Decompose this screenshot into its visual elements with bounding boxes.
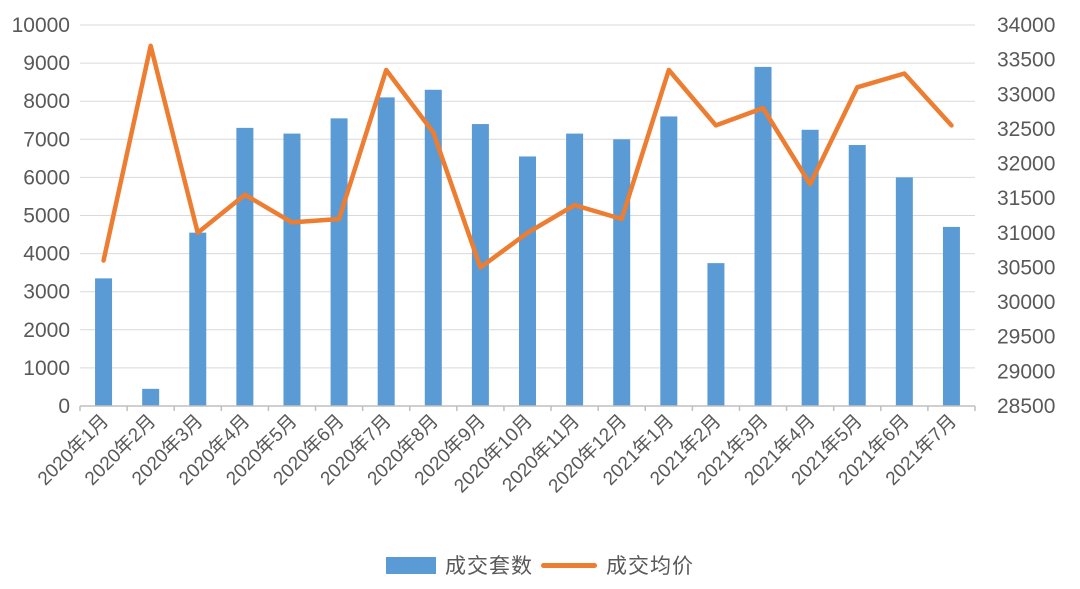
legend-item-bar-series: 成交套数 bbox=[386, 550, 533, 580]
y-axis-right-label: 28500 bbox=[997, 395, 1055, 418]
bar-2020年2月 bbox=[142, 388, 160, 406]
bar-2020年12月 bbox=[613, 139, 631, 407]
bar-2021年1月 bbox=[660, 116, 678, 406]
y-axis-right-label: 29500 bbox=[997, 326, 1055, 349]
y-axis-right-label: 33500 bbox=[997, 49, 1055, 72]
bar-2020年3月 bbox=[189, 232, 207, 406]
bar-2020年6月 bbox=[330, 118, 348, 406]
bar-2021年4月 bbox=[801, 129, 819, 406]
y-axis-right-label: 32500 bbox=[997, 118, 1055, 141]
bar-2020年10月 bbox=[519, 156, 536, 406]
bar-series-label: 成交套数 bbox=[445, 555, 533, 578]
bar-2021年5月 bbox=[848, 145, 866, 406]
y-axis-right-label: 29000 bbox=[997, 360, 1055, 383]
y-axis-left-label: 8000 bbox=[23, 90, 70, 113]
y-axis-left-label: 2000 bbox=[23, 319, 70, 342]
bar-2021年3月 bbox=[754, 66, 772, 406]
bar-2020年7月 bbox=[377, 97, 395, 406]
y-axis-left-label: 4000 bbox=[23, 243, 70, 266]
y-axis-right-label: 33000 bbox=[997, 83, 1055, 106]
y-axis-right-label: 30500 bbox=[997, 256, 1055, 279]
y-axis-right-label: 31500 bbox=[997, 187, 1055, 210]
y-axis-left-label: 5000 bbox=[23, 205, 70, 228]
y-axis-left-label: 10000 bbox=[12, 14, 70, 37]
y-axis-right-label: 34000 bbox=[997, 14, 1055, 37]
y-axis-left-label: 7000 bbox=[23, 128, 70, 151]
bar-2021年7月 bbox=[942, 226, 960, 406]
y-axis-left-label: 1000 bbox=[23, 357, 70, 380]
price-line bbox=[101, 43, 954, 270]
bar-2020年5月 bbox=[283, 133, 301, 406]
y-axis-right-label: 31000 bbox=[997, 222, 1055, 245]
y-axis-right-label: 30000 bbox=[997, 291, 1055, 314]
y-axis-left-label: 9000 bbox=[23, 52, 70, 75]
line-series-label: 成交均价 bbox=[606, 555, 694, 578]
y-axis-left-label: 0 bbox=[58, 395, 70, 418]
bar-2021年6月 bbox=[895, 177, 913, 406]
chart-legend: 成交套数 成交均价 bbox=[0, 550, 1080, 580]
y-axis-left-label: 3000 bbox=[23, 281, 70, 304]
bar-2020年1月 bbox=[95, 278, 113, 406]
bar-2020年11月 bbox=[566, 133, 584, 406]
y-axis-right-label: 32000 bbox=[997, 153, 1055, 176]
y-axis-left-label: 6000 bbox=[23, 166, 70, 189]
bar-2020年4月 bbox=[236, 127, 254, 407]
line-series-swatch-icon bbox=[541, 562, 597, 568]
bar-2020年8月 bbox=[424, 89, 442, 407]
bar-series-swatch-icon bbox=[386, 556, 436, 574]
bar-2021年2月 bbox=[707, 263, 725, 406]
legend-item-line-series: 成交均价 bbox=[541, 550, 694, 580]
